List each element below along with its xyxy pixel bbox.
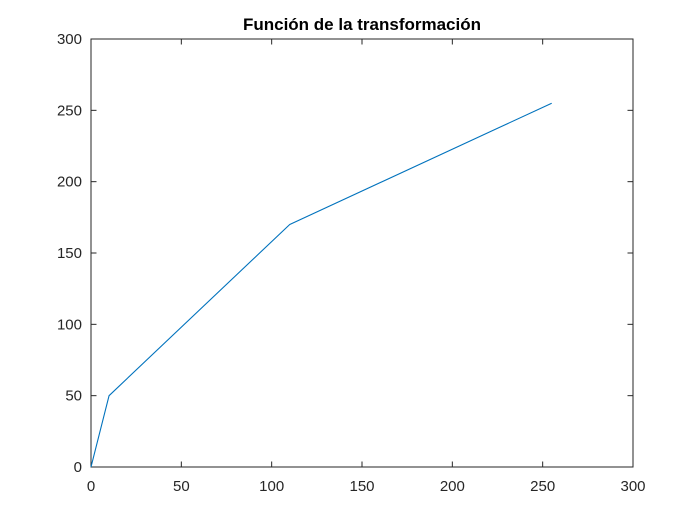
x-tick-label: 250 [530,478,555,495]
y-tick-label: 0 [74,459,82,476]
x-tick-label: 50 [173,478,190,495]
y-tick-label: 200 [57,174,82,191]
y-tick-label: 300 [57,31,82,48]
chart-title: Función de la transformación [243,15,481,34]
x-tick-label: 150 [349,478,374,495]
x-tick-label: 0 [87,478,95,495]
y-tick-label: 100 [57,316,82,333]
series-line [90,102,552,468]
y-tick-label: 150 [57,245,82,262]
plot-area: 0 50 100 150 200 250 300 0 50 100 150 200 250 300 [57,31,646,495]
y-tick-label: 250 [57,102,82,119]
x-tick-label: 300 [620,478,645,495]
x-tick-label: 200 [440,478,465,495]
axes-box [90,38,634,468]
x-tick-label: 100 [259,478,284,495]
y-tick-label: 50 [65,388,82,405]
